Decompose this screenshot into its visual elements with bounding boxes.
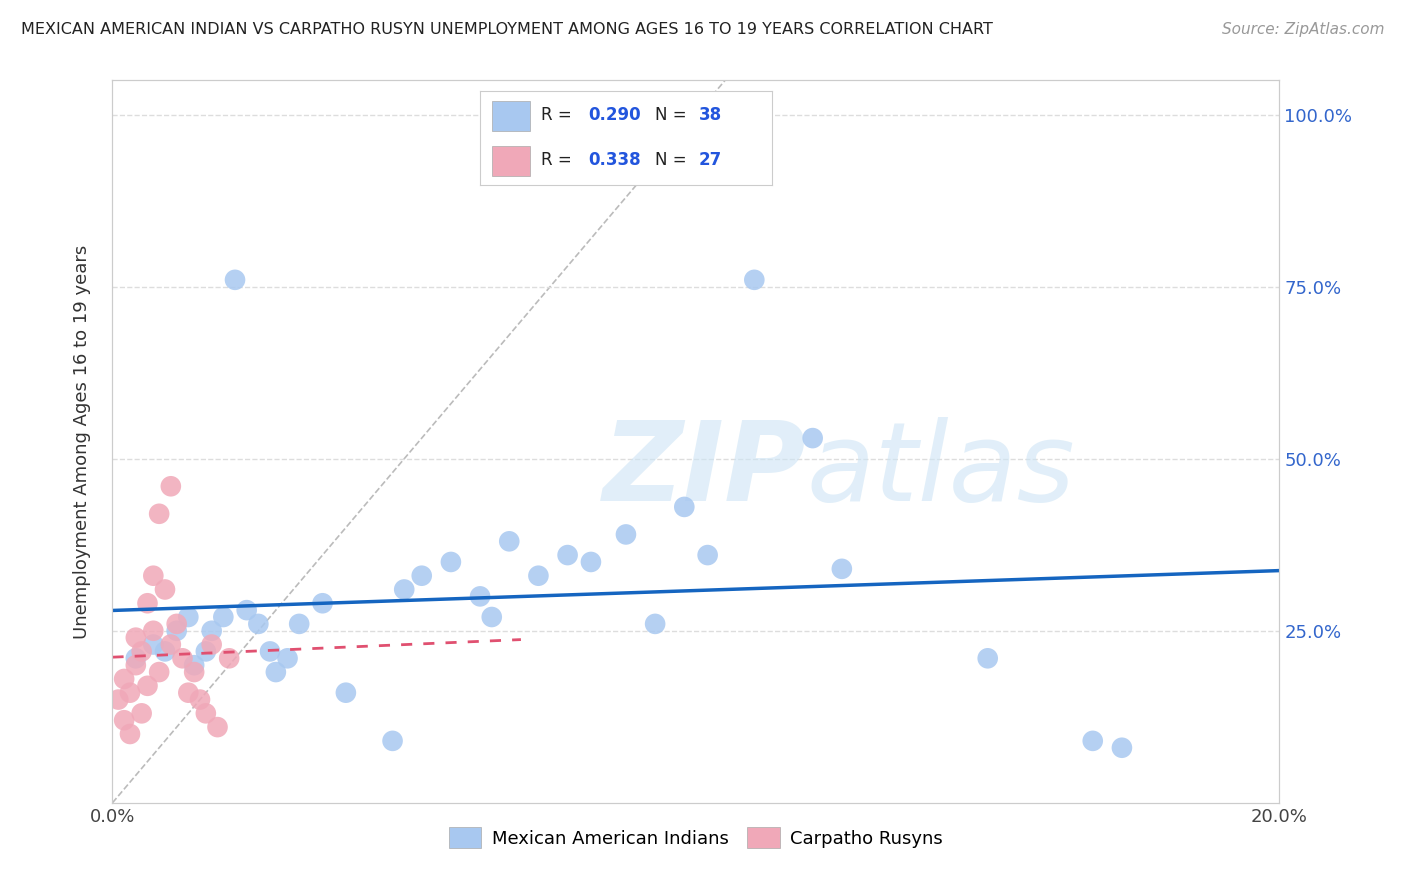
Point xyxy=(468,590,491,604)
Point xyxy=(207,720,229,734)
Point xyxy=(142,624,165,638)
Point xyxy=(148,507,170,521)
Point xyxy=(153,582,176,597)
Y-axis label: Unemployment Among Ages 16 to 19 years: Unemployment Among Ages 16 to 19 years xyxy=(73,244,91,639)
Text: ZIP: ZIP xyxy=(603,417,806,524)
Point xyxy=(335,686,357,700)
Point xyxy=(201,638,224,652)
Point xyxy=(247,616,270,631)
Point xyxy=(696,548,718,562)
Point xyxy=(153,644,176,658)
Point xyxy=(183,658,205,673)
Legend: Mexican American Indians, Carpatho Rusyns: Mexican American Indians, Carpatho Rusyn… xyxy=(441,820,950,855)
Point xyxy=(172,651,194,665)
Point xyxy=(201,624,224,638)
Point xyxy=(801,431,824,445)
Point xyxy=(311,596,333,610)
Point xyxy=(264,665,287,679)
Point xyxy=(160,638,183,652)
Point xyxy=(235,603,257,617)
Point xyxy=(166,624,188,638)
Point xyxy=(131,644,153,658)
Point xyxy=(212,610,235,624)
Point xyxy=(107,692,129,706)
Point xyxy=(166,616,188,631)
Point xyxy=(131,706,153,721)
Point xyxy=(259,644,281,658)
Point xyxy=(742,273,765,287)
Point xyxy=(831,562,853,576)
Point xyxy=(142,638,165,652)
Point xyxy=(183,665,205,679)
Point xyxy=(194,644,217,658)
Point xyxy=(673,500,696,514)
Point xyxy=(218,651,240,665)
Point xyxy=(644,616,666,631)
Point xyxy=(288,616,311,631)
Point xyxy=(118,686,141,700)
Point xyxy=(112,713,135,727)
Point xyxy=(276,651,298,665)
Point xyxy=(527,568,550,582)
Text: MEXICAN AMERICAN INDIAN VS CARPATHO RUSYN UNEMPLOYMENT AMONG AGES 16 TO 19 YEARS: MEXICAN AMERICAN INDIAN VS CARPATHO RUSY… xyxy=(21,22,993,37)
Point xyxy=(614,527,637,541)
Point xyxy=(125,651,148,665)
Text: atlas: atlas xyxy=(807,417,1076,524)
Point xyxy=(177,686,200,700)
Point xyxy=(411,568,433,582)
Point xyxy=(148,665,170,679)
Point xyxy=(136,596,159,610)
Point xyxy=(976,651,998,665)
Point xyxy=(142,568,165,582)
Point xyxy=(224,273,246,287)
Point xyxy=(188,692,211,706)
Point xyxy=(1081,734,1104,748)
Point xyxy=(1111,740,1133,755)
Point xyxy=(579,555,602,569)
Point xyxy=(136,679,159,693)
Point xyxy=(498,534,520,549)
Point xyxy=(381,734,404,748)
Point xyxy=(194,706,217,721)
Point xyxy=(160,479,183,493)
Point xyxy=(118,727,141,741)
Text: Source: ZipAtlas.com: Source: ZipAtlas.com xyxy=(1222,22,1385,37)
Point xyxy=(481,610,503,624)
Point xyxy=(394,582,416,597)
Point xyxy=(440,555,463,569)
Point xyxy=(112,672,135,686)
Point xyxy=(177,610,200,624)
Point xyxy=(557,548,579,562)
Point xyxy=(125,658,148,673)
Point xyxy=(125,631,148,645)
